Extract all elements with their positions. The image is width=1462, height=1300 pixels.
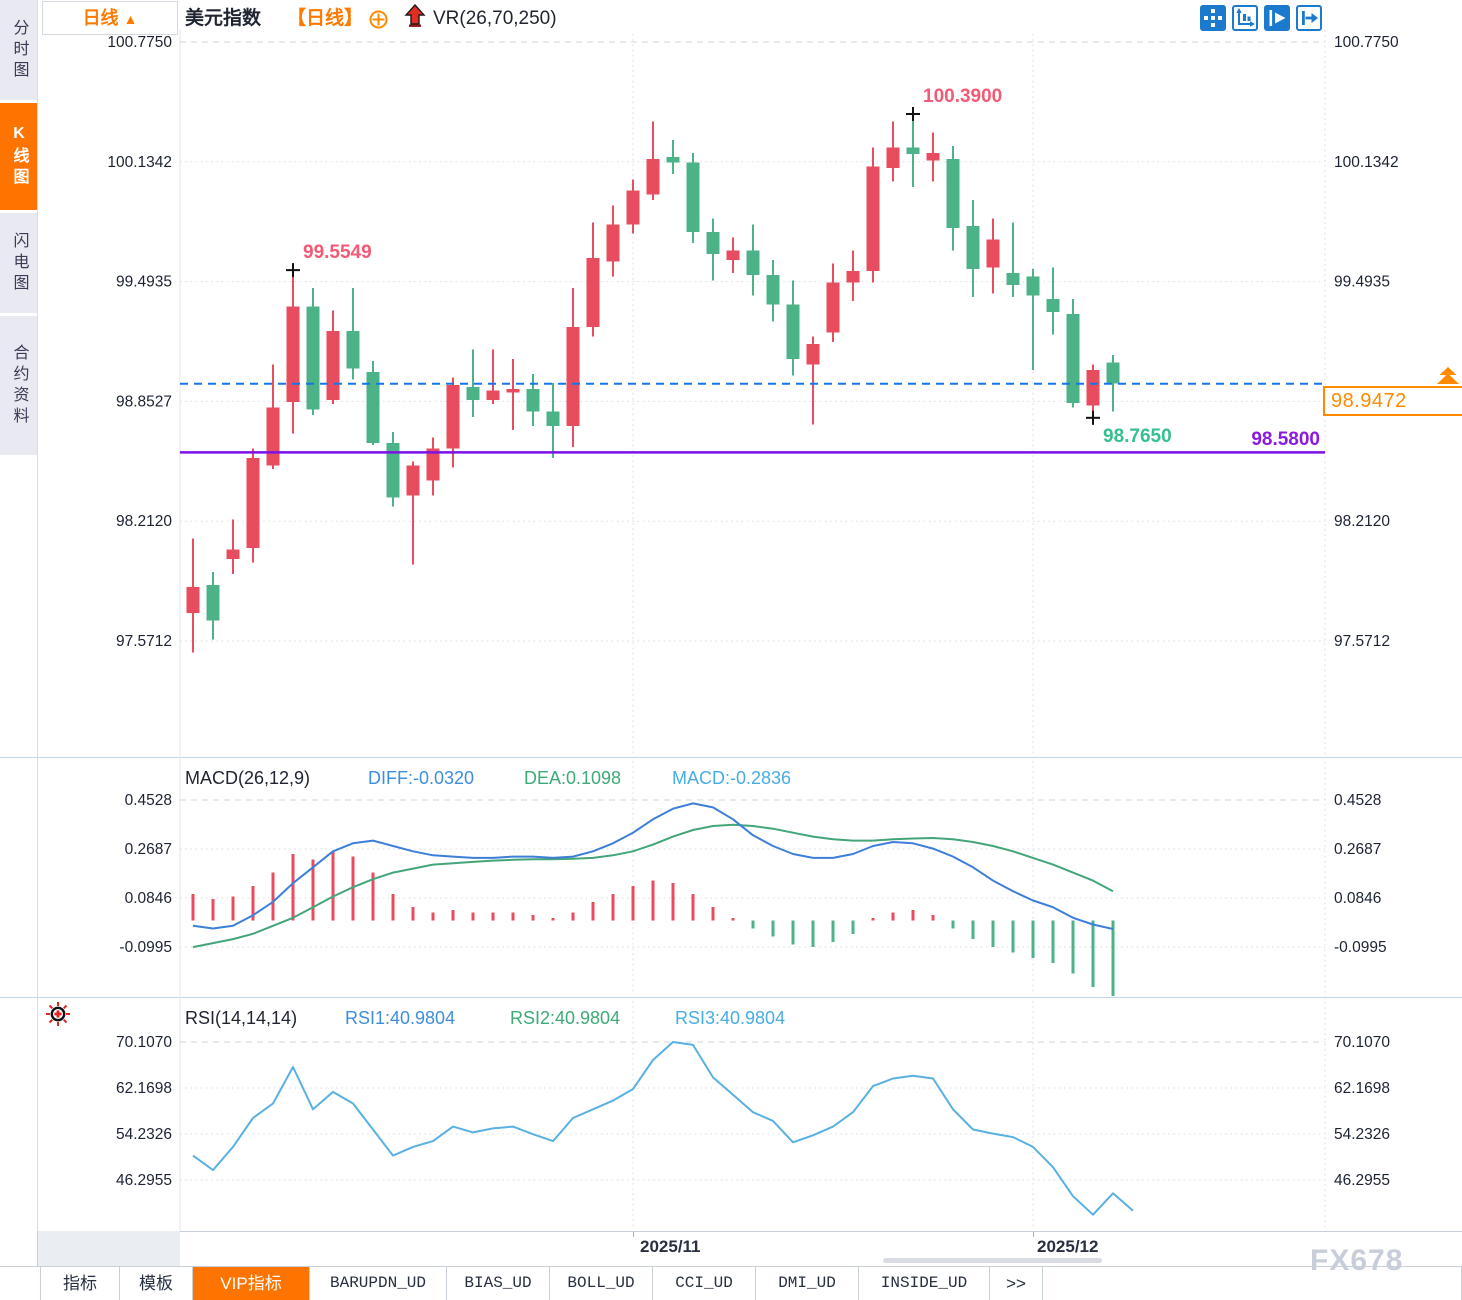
svg-text:62.1698: 62.1698 [116,1080,172,1097]
svg-text:100.1342: 100.1342 [1334,154,1399,171]
price-up-arrow-icon [1437,367,1459,390]
svg-text:-0.0995: -0.0995 [119,939,172,956]
diff-line [192,802,1114,930]
svg-text:99.4935: 99.4935 [116,274,172,291]
svg-text:98.2120: 98.2120 [116,513,172,530]
crosshair-icon[interactable] [1200,5,1226,31]
svg-text:46.2955: 46.2955 [1334,1172,1390,1189]
chart-toolbar [1200,5,1322,31]
tab-dmi[interactable]: DMI_UD [756,1267,859,1300]
period-zone [0,1231,180,1266]
alert-sun-icon[interactable] [45,1001,71,1032]
x-axis-label-nov: 2025/11 [640,1237,701,1256]
svg-text:0.4528: 0.4528 [125,792,172,809]
sidebar-item-contract-info[interactable]: 合约资料 [0,316,37,455]
svg-text:98.8527: 98.8527 [116,393,172,410]
scroll-to-latest-icon[interactable] [1296,5,1322,31]
svg-text:54.2326: 54.2326 [116,1126,172,1143]
tab-vip-indicator[interactable]: VIP指标 [193,1267,310,1300]
sidebar-item-kline-chart[interactable]: K线图 [0,103,37,210]
tab-boll[interactable]: BOLL_UD [550,1267,653,1300]
svg-text:70.1070: 70.1070 [116,1034,172,1051]
x-tick [1033,1232,1034,1237]
macd-histogram [191,851,1115,996]
target-plus-icon[interactable] [368,9,389,35]
tab-more[interactable]: >> [990,1267,1043,1300]
current-price-tag: 98.9472 [1323,386,1462,416]
tab-template[interactable]: 模板 [120,1267,193,1300]
rsi-panel-canvas[interactable]: 70.1070 70.1070 62.1698 62.1698 54.2326 54.23… [0,997,1462,1232]
svg-text:98.2120: 98.2120 [1334,513,1390,530]
svg-text:0.0846: 0.0846 [125,890,172,907]
svg-text:0.4528: 0.4528 [1334,792,1381,809]
period-selector-button[interactable]: 日线 ▲ [42,1,178,35]
period-tag[interactable]: 【日线】 [287,8,364,29]
x-tick [633,1232,634,1237]
svg-text:-0.0995: -0.0995 [1334,939,1387,956]
vr-indicator-label[interactable]: VR(26,70,250) [433,8,557,29]
triangle-up-icon: ▲ [123,11,138,27]
svg-text:0.0846: 0.0846 [1334,890,1381,907]
svg-text:97.5712: 97.5712 [116,633,172,650]
svg-text:100.7750: 100.7750 [107,34,172,51]
support-price-label: 98.5800 [1251,429,1320,450]
svg-text:70.1070: 70.1070 [1334,1034,1390,1051]
svg-text:97.5712: 97.5712 [1334,633,1390,650]
tab-indicator[interactable]: 指标 [41,1267,120,1300]
tab-cci[interactable]: CCI_UD [653,1267,756,1300]
auto-scale-icon[interactable] [1264,5,1290,31]
dea-line [192,823,1114,949]
sidebar-item-time-chart[interactable]: 分时图 [0,0,37,100]
x-axis: 2025/11 2025/12 [0,1232,1462,1266]
sidebar: 分时图 K线图 闪电图 合约资料 [0,0,38,1232]
svg-text:0.2687: 0.2687 [125,841,172,858]
tab-inside[interactable]: INSIDE_UD [859,1267,990,1300]
macd-panel-canvas[interactable]: 0.4528 0.4528 0.2687 0.2687 0.0846 0.0846 -0.0… [0,757,1462,997]
axis-scale-icon[interactable] [1232,5,1258,31]
svg-text:100.3900: 100.3900 [923,86,1002,107]
tab-bias[interactable]: BIAS_UD [447,1267,550,1300]
main-chart-canvas[interactable]: 100.7750 100.7750 100.1342 100.1342 99.4935 9… [0,30,1462,757]
candlesticks [186,113,1120,653]
sidebar-item-flash-chart[interactable]: 闪电图 [0,213,37,313]
x-axis-label-dec: 2025/12 [1037,1237,1099,1256]
tab-bar-spacer [0,1267,41,1300]
red-up-arrow-icon[interactable] [403,3,427,34]
svg-text:100.7750: 100.7750 [1334,34,1399,51]
svg-text:0.2687: 0.2687 [1334,841,1381,858]
svg-text:54.2326: 54.2326 [1334,1126,1390,1143]
period-selector-label: 日线 [82,8,119,28]
svg-text:99.4935: 99.4935 [1334,274,1390,291]
svg-text:99.5549: 99.5549 [303,242,372,263]
svg-text:62.1698: 62.1698 [1334,1080,1390,1097]
tab-barupdn[interactable]: BARUPDN_UD [310,1267,447,1300]
svg-text:98.7650: 98.7650 [1103,426,1172,447]
svg-text:100.1342: 100.1342 [107,154,172,171]
tab-bar-filler [1043,1267,1462,1300]
page-title: 美元指数 [185,8,262,29]
indicator-tab-bar: 指标 模板 VIP指标 BARUPDN_UD BIAS_UD BOLL_UD CCI_UD D… [0,1266,1462,1300]
svg-text:46.2955: 46.2955 [116,1172,172,1189]
rsi-line [192,1041,1134,1216]
horizontal-scrollbar[interactable] [883,1258,1102,1263]
